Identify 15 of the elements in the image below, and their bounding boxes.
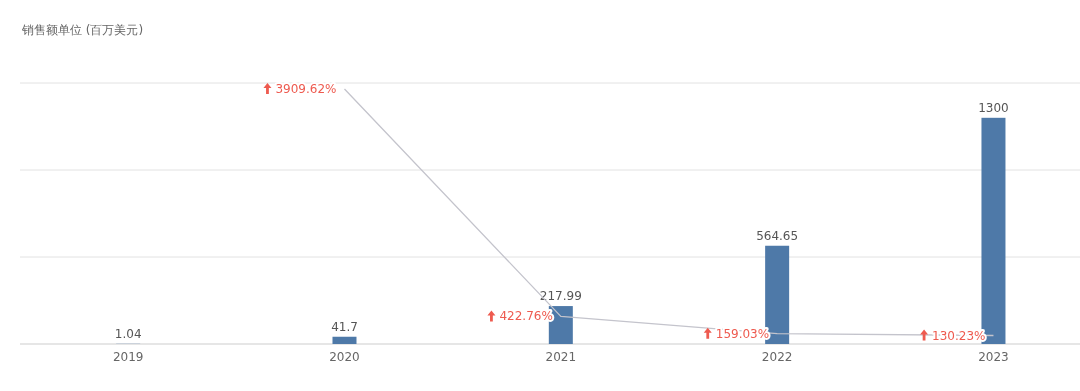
data-label: 130.23%	[932, 328, 986, 343]
x-tick-label: 2023	[978, 350, 1009, 364]
data-label: 564.65	[756, 228, 799, 243]
data-label: 3909.62%	[275, 82, 337, 96]
data-label: 159.03%	[715, 326, 770, 341]
x-tick-label: 2020	[329, 350, 360, 364]
data-label: 41.7	[331, 319, 358, 334]
x-tick-label: 2019	[112, 350, 144, 364]
data-label: 1.04	[114, 326, 142, 341]
data-label: 217.99	[539, 289, 582, 304]
y-axis-title: 销售额单位 (百万美元)	[21, 23, 144, 37]
bar	[332, 336, 357, 344]
x-tick-label: 2021	[545, 350, 577, 364]
x-tick-label: 2022	[761, 350, 793, 364]
data-label: 1300	[978, 100, 1009, 115]
